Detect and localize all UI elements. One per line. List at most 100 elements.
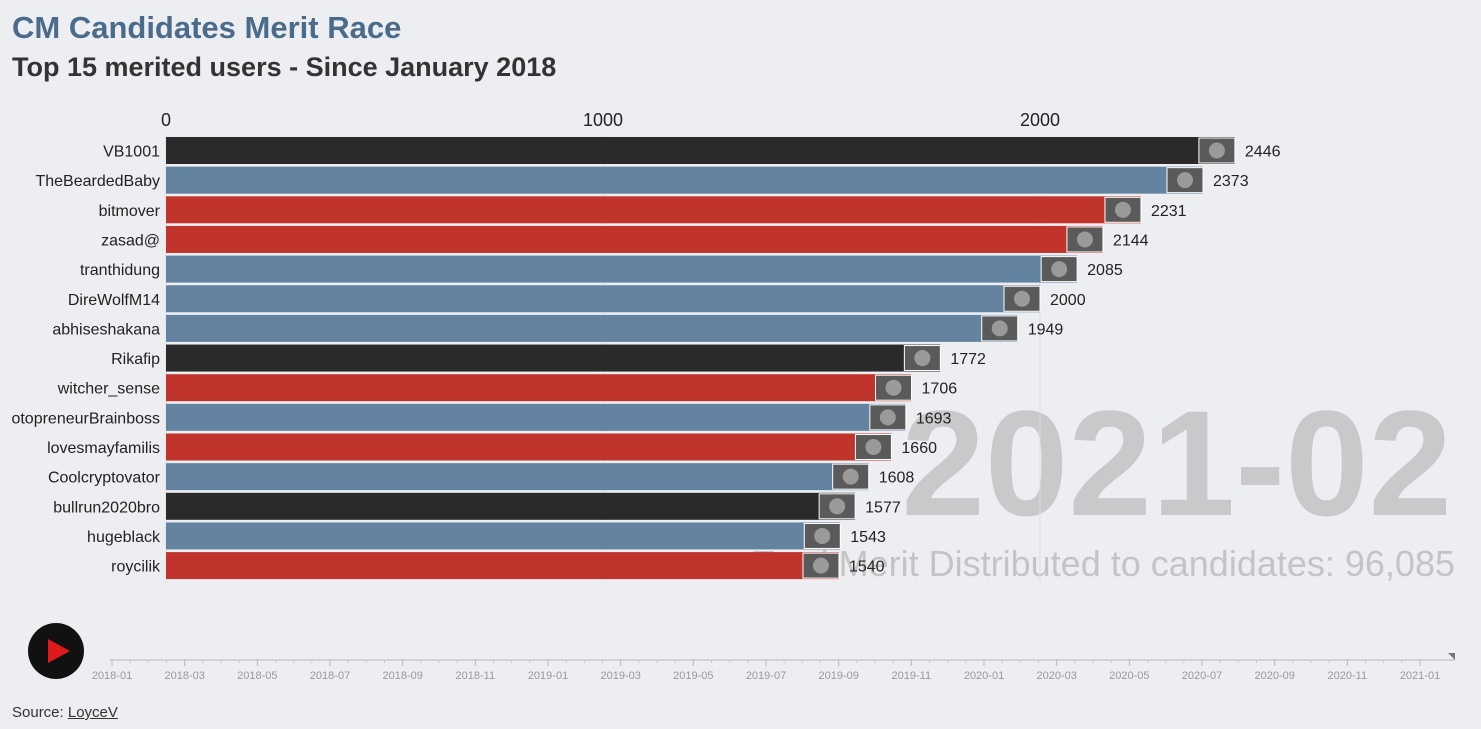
- value-label: 1608: [879, 470, 915, 487]
- avatar-glyph: [1177, 172, 1194, 189]
- category-label: zasad@: [101, 232, 160, 249]
- value-label: 1660: [901, 440, 937, 457]
- chart-title: CM Candidates Merit Race: [12, 10, 402, 45]
- timeline-label: 2019-11: [892, 670, 932, 682]
- avatar-icon: [1040, 256, 1078, 283]
- avatar-glyph: [842, 468, 859, 485]
- x-tick-label: 0: [161, 110, 171, 130]
- bar[interactable]: [166, 403, 906, 431]
- avatar-glyph: [1076, 231, 1093, 248]
- value-label: 1540: [849, 559, 885, 576]
- bar[interactable]: [166, 552, 839, 580]
- avatar-icon: [1104, 196, 1142, 223]
- timeline-label: 2018-09: [382, 670, 422, 682]
- timeline-label: 2020-11: [1328, 670, 1368, 682]
- avatar-glyph: [991, 320, 1008, 337]
- avatar-frame: [1104, 196, 1142, 223]
- bar[interactable]: [166, 522, 841, 550]
- value-label: 1543: [850, 529, 886, 546]
- category-label: roycilik: [111, 559, 161, 576]
- timeline-label: 2019-09: [818, 670, 858, 682]
- timeline-label: 2019-01: [528, 670, 568, 682]
- bar[interactable]: [166, 225, 1103, 253]
- bar[interactable]: [166, 492, 856, 520]
- category-label: Rikafip: [111, 351, 160, 368]
- timeline-label: 2019-07: [746, 670, 786, 682]
- timeline-label: 2018-07: [310, 670, 350, 682]
- avatar-icon: [981, 315, 1019, 342]
- avatar-glyph: [829, 498, 846, 515]
- timeline-label: 2018-03: [164, 670, 204, 682]
- value-label: 2446: [1245, 144, 1281, 161]
- source-link[interactable]: LoyceV: [67, 704, 118, 721]
- avatar-icon: [1066, 226, 1104, 253]
- category-label: DireWolfM14: [68, 292, 160, 309]
- timeline-handle[interactable]: [1448, 653, 1455, 660]
- avatar-icon: [875, 374, 913, 401]
- avatar-icon: [832, 463, 870, 490]
- avatar-glyph: [885, 379, 902, 396]
- avatar-icon: [818, 493, 856, 520]
- avatar-glyph: [879, 409, 896, 426]
- category-label: abhiseshakana: [52, 321, 160, 338]
- avatar-frame: [802, 552, 840, 579]
- value-label: 1706: [922, 381, 958, 398]
- avatar-icon: [854, 434, 892, 460]
- timeline-label: 2020-09: [1254, 670, 1294, 682]
- value-label: 1772: [950, 351, 986, 368]
- x-tick-label: 1000: [583, 110, 623, 130]
- bar[interactable]: [166, 166, 1204, 194]
- avatar-icon: [1166, 167, 1204, 194]
- bar[interactable]: [166, 344, 941, 372]
- category-label: VB1001: [103, 144, 160, 161]
- value-label: 1693: [916, 410, 952, 427]
- value-label: 2231: [1151, 203, 1187, 220]
- value-label: 2085: [1087, 262, 1123, 279]
- bar[interactable]: [166, 285, 1040, 313]
- category-label: TheBeardedBaby: [35, 173, 160, 190]
- bar[interactable]: [166, 463, 869, 491]
- value-label: 2000: [1050, 292, 1086, 309]
- avatar-glyph: [812, 557, 829, 574]
- timeline-label: 2020-01: [964, 670, 1004, 682]
- total-merit-overlay: Total Merit Distributed to candidates: 9…: [753, 543, 1455, 584]
- avatar-glyph: [914, 350, 931, 367]
- avatar-icon: [869, 404, 907, 431]
- category-label: tranthidung: [80, 262, 160, 279]
- period-overlay: 2021-02: [902, 379, 1453, 547]
- value-label: 1577: [865, 499, 901, 516]
- avatar-icon: [803, 522, 841, 549]
- category-label: hugeblack: [87, 529, 161, 546]
- x-tick-label: 2000: [1020, 110, 1060, 130]
- bar[interactable]: [166, 374, 912, 402]
- value-label: 2373: [1213, 173, 1249, 190]
- timeline-label: 2019-05: [673, 670, 713, 682]
- timeline-label: 2021-01: [1400, 670, 1440, 682]
- source-label: Source:: [12, 704, 64, 721]
- avatar-glyph: [865, 439, 882, 455]
- bar[interactable]: [166, 255, 1078, 283]
- avatar-glyph: [1114, 201, 1131, 218]
- category-label: Coolcryptovator: [48, 470, 161, 487]
- bar[interactable]: [166, 137, 1235, 164]
- timeline-label: 2018-11: [456, 670, 496, 682]
- timeline-label: 2018-01: [92, 670, 132, 682]
- timeline-label: 2019-03: [600, 670, 640, 682]
- avatar-icon: [1003, 285, 1041, 312]
- category-label: otopreneurBrainboss: [11, 410, 160, 427]
- category-label: bitmover: [99, 203, 161, 220]
- bar[interactable]: [166, 196, 1141, 224]
- timeline-label: 2020-07: [1182, 670, 1222, 682]
- value-label: 2144: [1113, 232, 1149, 249]
- value-label: 1949: [1028, 321, 1064, 338]
- bar[interactable]: [166, 433, 892, 461]
- timeline-label: 2018-05: [237, 670, 277, 682]
- bar[interactable]: [166, 314, 1018, 342]
- timeline-label: 2020-05: [1109, 670, 1149, 682]
- play-icon: [48, 639, 70, 663]
- avatar-icon: [903, 345, 941, 372]
- play-button[interactable]: [28, 623, 84, 679]
- chart-subtitle: Top 15 merited users - Since January 201…: [12, 52, 557, 82]
- avatar-glyph: [1051, 261, 1068, 278]
